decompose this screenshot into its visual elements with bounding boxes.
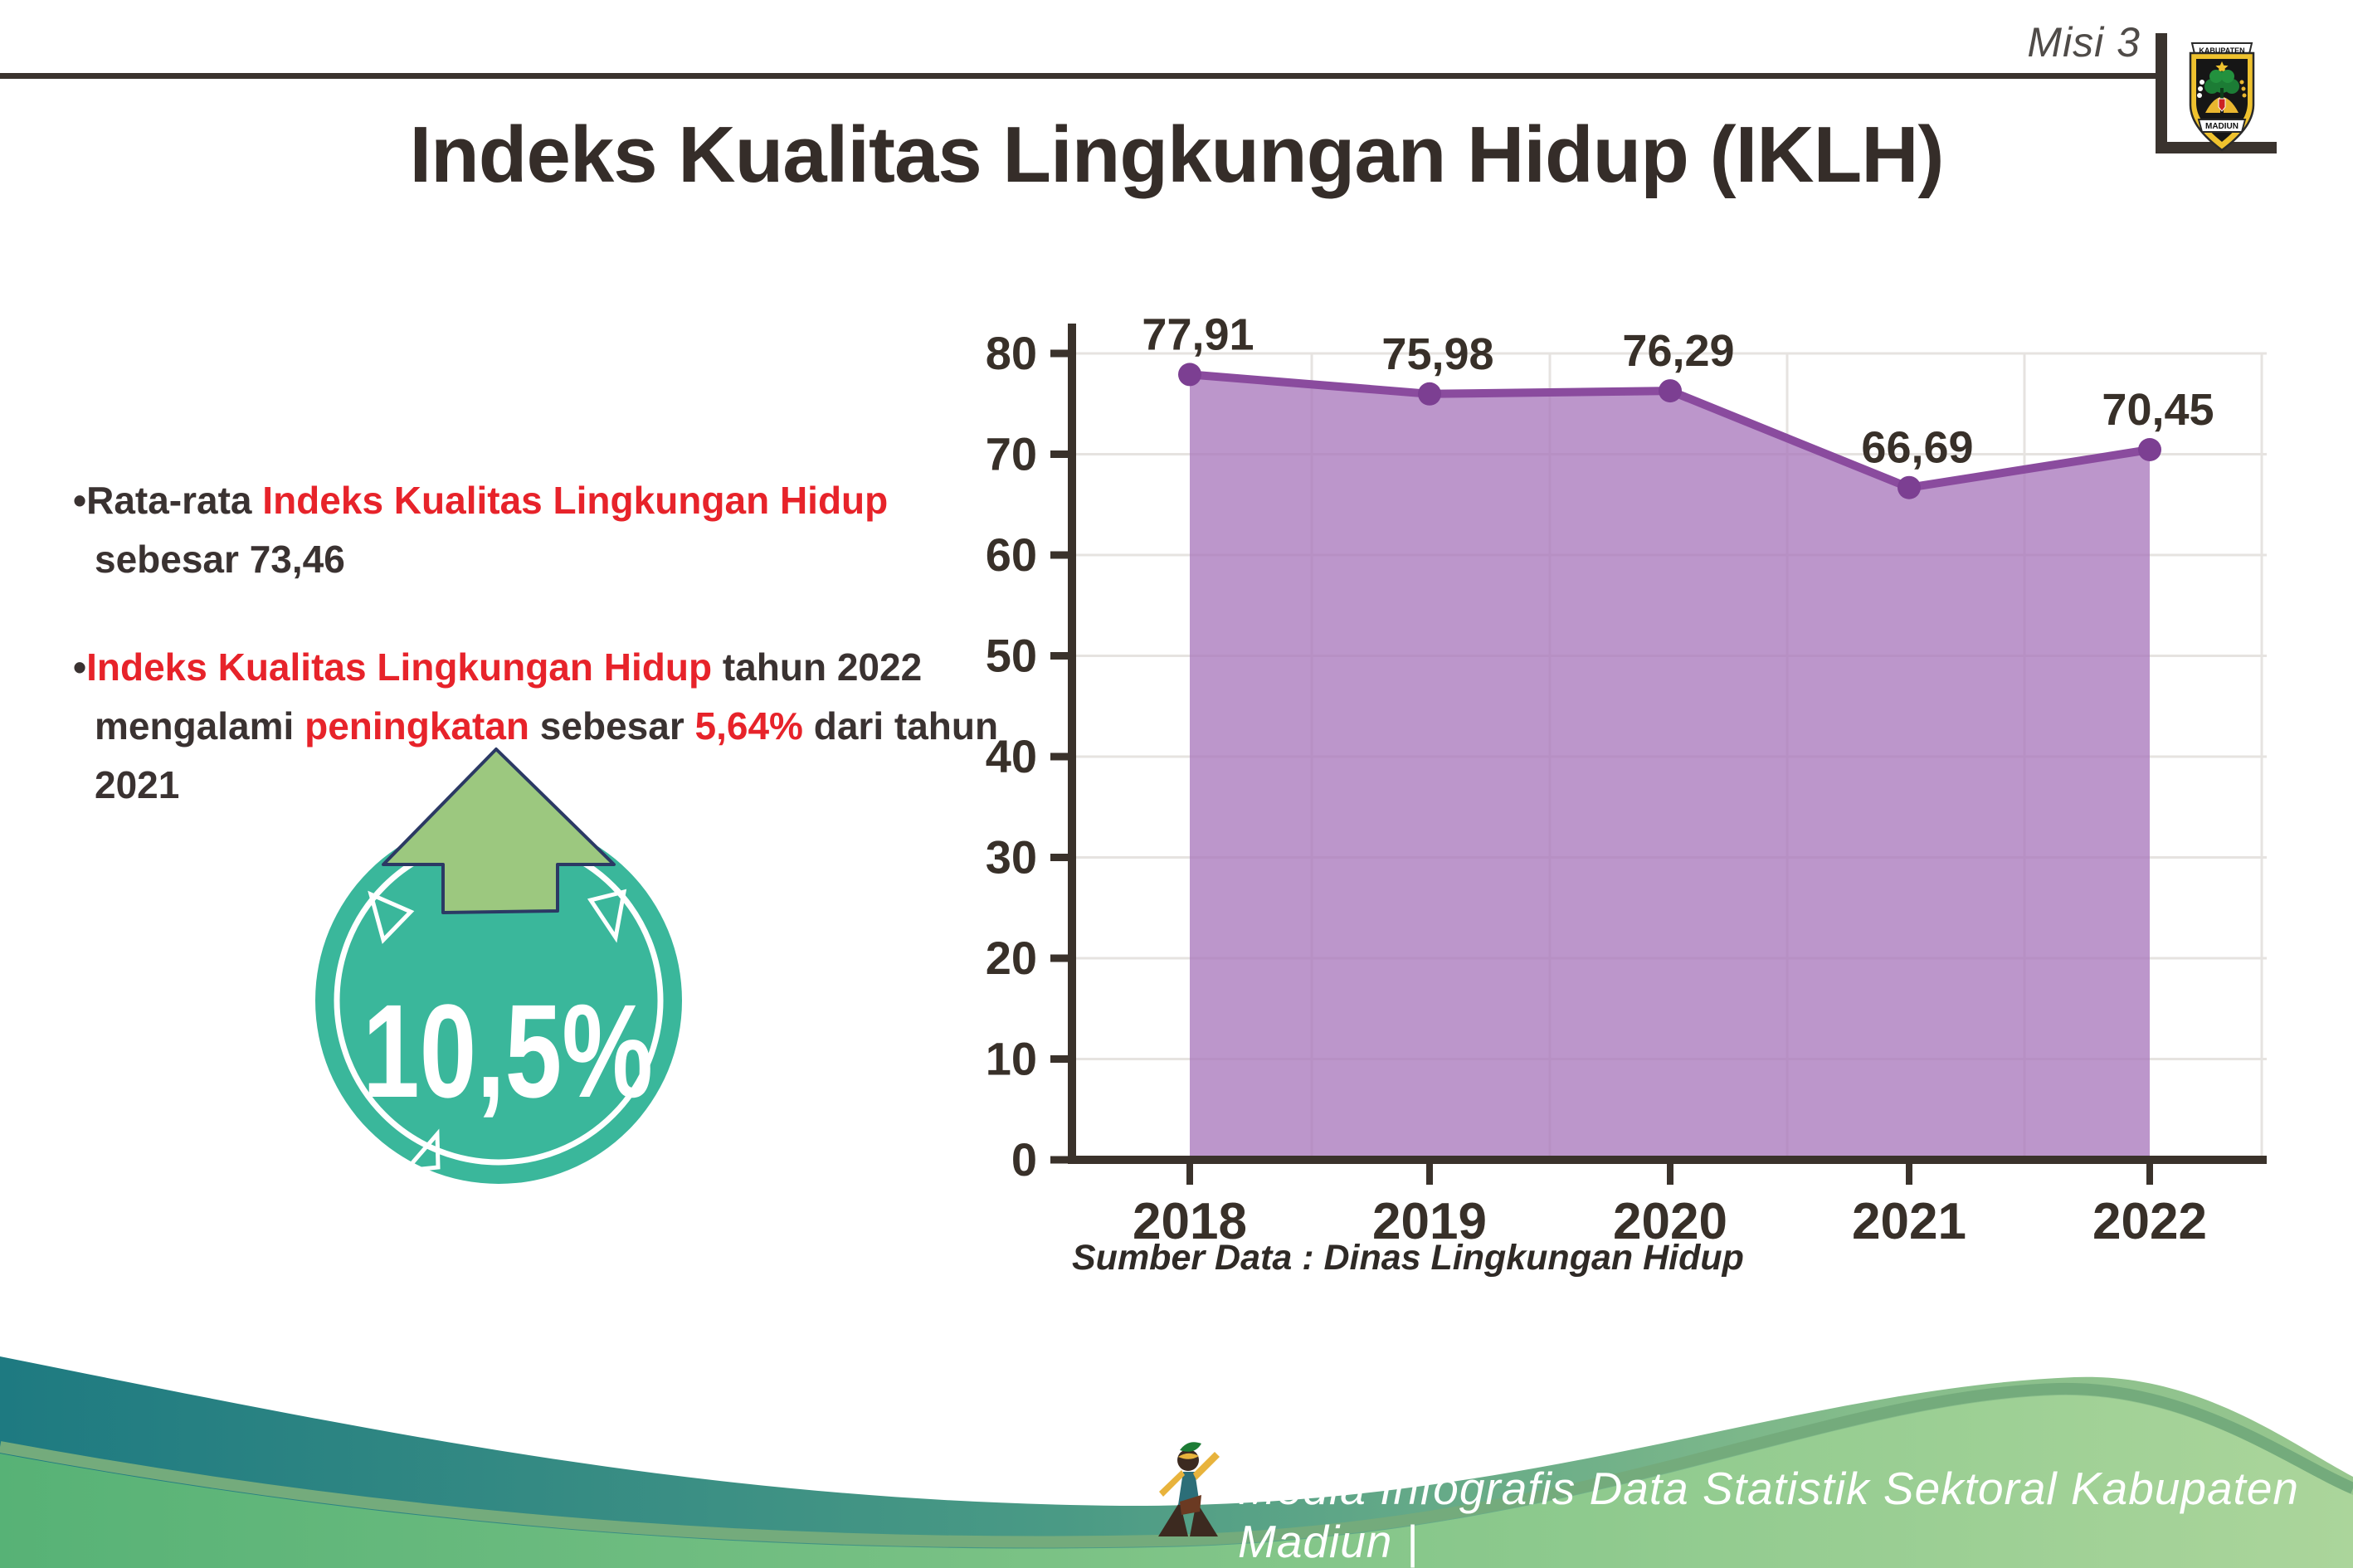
highlighted-text: 5,64% bbox=[694, 704, 803, 747]
data-point bbox=[2138, 438, 2161, 461]
iklh-area-chart: 0 10 20 30 40 50 60 70 80 2018 2019 2020 2021 2022 77,… bbox=[986, 309, 2267, 1250]
data-point bbox=[1178, 363, 1201, 387]
svg-text:80: 80 bbox=[986, 327, 1037, 379]
kabupaten-madiun-logo-icon: KABUPATEN MADIUN bbox=[2189, 42, 2255, 152]
body-text: dari tahun 2021 bbox=[95, 704, 999, 807]
logo-bracket-horizontal bbox=[2156, 142, 2277, 153]
x-tick-label: 2018 bbox=[1133, 1193, 1247, 1250]
svg-text:10: 10 bbox=[986, 1033, 1037, 1085]
logo-text-top: KABUPATEN bbox=[2199, 46, 2244, 55]
data-label: 66,69 bbox=[1861, 423, 1973, 473]
header-rule bbox=[0, 73, 2162, 79]
body-text: • bbox=[73, 645, 87, 689]
bullet-increase-2022: •Indeks Kualitas Lingkungan Hidup tahun … bbox=[73, 638, 1027, 816]
logo-bracket-vertical bbox=[2156, 33, 2167, 153]
svg-text:40: 40 bbox=[986, 730, 1037, 782]
logo-text-bottom: MADIUN bbox=[2205, 122, 2239, 131]
data-source-note: Sumber Data : Dinas Lingkungan Hidup bbox=[1072, 1238, 1744, 1278]
dancer-mascot-icon bbox=[1158, 1442, 1220, 1536]
highlighted-text: peningkatan bbox=[304, 704, 530, 747]
body-text: tahun 2022 mengalami bbox=[95, 645, 923, 747]
sparkle-triangle-icon bbox=[626, 1118, 675, 1149]
bullet-average-iklh: •Rata-rata Indeks Kualitas Lingkungan Hi… bbox=[73, 471, 1027, 590]
data-label: 77,91 bbox=[1142, 309, 1254, 359]
data-point bbox=[1898, 475, 1921, 499]
footer-green-wave bbox=[0, 1395, 2353, 1568]
highlighted-text: Indeks Kualitas Lingkungan Hidup bbox=[86, 645, 713, 689]
up-arrow-icon bbox=[382, 747, 616, 914]
svg-text:0: 0 bbox=[1011, 1133, 1037, 1186]
svg-text:20: 20 bbox=[986, 932, 1037, 984]
mission-label: Misi 3 bbox=[2027, 19, 2141, 66]
page-title: Indeks Kualitas Lingkungan Hidup (IKLH) bbox=[409, 110, 1944, 199]
x-tick-label: 2019 bbox=[1372, 1193, 1487, 1250]
body-text: •Rata-rata bbox=[73, 479, 263, 522]
area-fill bbox=[1190, 374, 2150, 1156]
svg-text:50: 50 bbox=[986, 630, 1037, 682]
footer-wave-banner bbox=[0, 1356, 2353, 1568]
svg-text:60: 60 bbox=[986, 528, 1037, 581]
x-tick-label: 2022 bbox=[2092, 1193, 2207, 1250]
body-text: sebesar bbox=[529, 704, 695, 747]
sparkle-triangle-icon bbox=[400, 1128, 441, 1174]
svg-text:30: 30 bbox=[986, 831, 1037, 884]
data-label: 70,45 bbox=[2102, 385, 2214, 435]
highlighted-text: Indeks Kualitas Lingkungan Hidup bbox=[262, 479, 889, 522]
data-point bbox=[1659, 379, 1682, 403]
key-findings: •Rata-rata Indeks Kualitas Lingkungan Hi… bbox=[73, 471, 1027, 863]
x-tick-label: 2020 bbox=[1613, 1193, 1727, 1250]
increase-badge: 10,5% bbox=[315, 747, 682, 1184]
footer-caption: Media Infografis Data Statistik Sektoral… bbox=[1238, 1463, 2300, 1567]
data-label: 75,98 bbox=[1381, 329, 1493, 379]
data-label: 76,29 bbox=[1622, 326, 1734, 376]
svg-text:70: 70 bbox=[986, 428, 1037, 480]
footer-wave-rim bbox=[0, 1382, 2353, 1548]
x-tick-label: 2021 bbox=[1852, 1193, 1966, 1250]
data-point bbox=[1418, 382, 1441, 406]
badge-value: 10,5% bbox=[363, 976, 653, 1125]
body-text: sebesar 73,46 bbox=[95, 538, 345, 582]
sparkle-triangle-icon bbox=[368, 890, 415, 944]
sparkle-triangle-icon bbox=[587, 889, 627, 943]
